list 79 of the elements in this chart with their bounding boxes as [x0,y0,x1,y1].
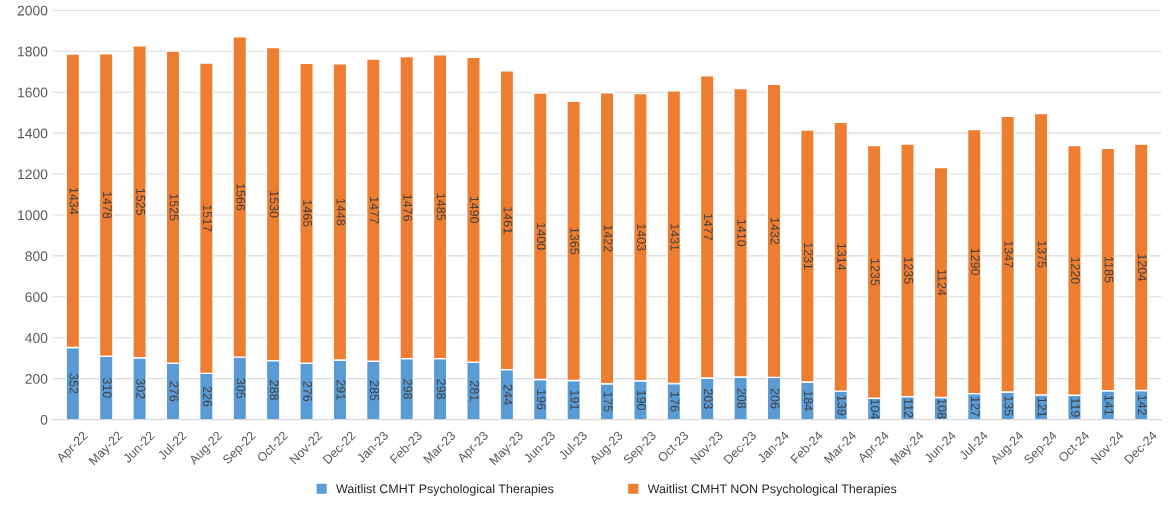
data-label: 281 [470,381,479,401]
data-label: 141 [1104,395,1114,415]
data-label: 1347 [1004,241,1014,268]
y-tick-label: 0 [40,414,48,425]
y-tick-label: 1800 [18,46,48,57]
data-label: 142 [1138,395,1147,415]
data-label: 1235 [870,259,880,286]
data-label: 298 [403,379,413,399]
legend-label: Waitlist CMHT NON Psychological Therapies [647,484,897,496]
y-tick-label: 400 [25,333,48,343]
data-label: 1448 [336,198,346,226]
data-label: 203 [703,389,713,409]
data-label: 1478 [102,191,112,219]
data-label: 206 [770,388,780,409]
data-label: 305 [236,378,246,399]
data-label: 1476 [403,194,413,221]
data-label: 1465 [303,200,313,227]
data-label: 1422 [603,225,613,252]
y-tick-label: 1000 [18,210,48,221]
data-label: 1235 [904,257,914,284]
data-label: 1185 [1104,257,1114,283]
data-label: 191 [570,390,580,410]
data-label: 1517 [203,205,212,232]
y-tick-label: 1400 [18,128,48,139]
data-label: 1431 [670,224,680,251]
data-label: 1461 [503,207,513,234]
legend-label: Waitlist CMHT Psychological Therapies [336,484,554,496]
y-tick-label: 2000 [17,5,48,16]
data-label: 302 [136,378,146,399]
data-label: 1530 [269,191,279,218]
data-label: 1403 [637,224,646,251]
data-label: 176 [670,392,680,412]
data-label: 1566 [236,184,246,211]
data-label: 1220 [1071,257,1080,284]
data-label: 276 [169,381,179,402]
data-label: 1485 [436,193,446,221]
data-label: 196 [536,390,546,410]
data-label: 112 [904,399,914,418]
data-label: 1314 [837,243,847,271]
data-label: 352 [69,373,79,394]
data-label: 310 [102,377,112,398]
data-label: 1525 [136,188,146,216]
data-label: 285 [369,380,379,401]
data-label: 121 [1037,397,1047,418]
data-label: 1231 [804,243,813,270]
data-label: 1477 [703,213,713,241]
data-label: 1400 [536,223,546,250]
y-tick-label: 1200 [18,169,48,180]
data-label: 119 [1071,398,1080,417]
data-label: 1477 [370,197,379,224]
data-label: 175 [603,392,613,412]
data-label: 127 [971,397,980,417]
y-tick-label: 600 [25,292,48,302]
data-label: 1375 [1037,241,1047,268]
data-label: 1432 [770,217,780,245]
data-label: 1204 [1137,254,1147,281]
data-label: 1525 [169,194,179,221]
data-label: 1434 [69,187,79,215]
data-label: 1124 [937,270,947,296]
data-label: 1490 [470,196,479,224]
data-label: 139 [837,395,847,416]
data-label: 1410 [737,219,747,247]
data-label: 1290 [970,248,980,276]
data-label: 108 [937,399,947,419]
y-tick-label: 800 [25,251,48,262]
data-label: 226 [203,386,212,407]
data-label: 190 [637,390,646,411]
data-label: 135 [1004,396,1014,416]
data-label: 208 [737,388,747,409]
data-label: 244 [503,384,513,405]
data-label: 1365 [570,227,580,255]
data-label: 298 [436,379,446,399]
y-tick-label: 1600 [18,87,48,98]
data-label: 104 [870,399,880,419]
y-tick-label: 200 [25,373,48,384]
data-label: 288 [269,380,279,400]
data-label: 291 [336,380,346,400]
data-label: 276 [303,381,313,402]
data-label: 184 [804,391,813,411]
